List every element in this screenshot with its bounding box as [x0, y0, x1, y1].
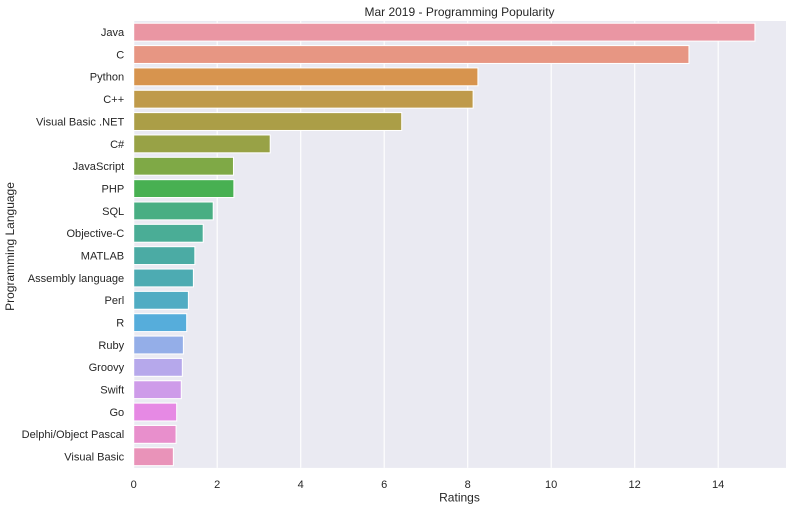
svg-text:Swift: Swift — [100, 385, 124, 397]
svg-text:6: 6 — [381, 479, 387, 491]
svg-text:2: 2 — [214, 479, 220, 491]
svg-text:MATLAB: MATLAB — [81, 250, 124, 262]
svg-text:Assembly language: Assembly language — [28, 273, 124, 285]
svg-text:Ruby: Ruby — [98, 340, 124, 352]
svg-text:Programming Language: Programming Language — [3, 182, 17, 311]
svg-text:C++: C++ — [103, 94, 124, 106]
svg-text:8: 8 — [465, 479, 471, 491]
svg-text:R: R — [116, 318, 124, 330]
svg-text:C: C — [116, 49, 124, 61]
svg-text:Java: Java — [101, 27, 125, 39]
svg-text:PHP: PHP — [101, 183, 124, 195]
svg-text:Delphi/Object Pascal: Delphi/Object Pascal — [22, 429, 125, 441]
svg-text:0: 0 — [131, 479, 137, 491]
svg-text:4: 4 — [298, 479, 304, 491]
svg-text:Perl: Perl — [105, 295, 125, 307]
svg-text:Groovy: Groovy — [89, 362, 125, 374]
svg-text:SQL: SQL — [102, 206, 124, 218]
svg-text:Go: Go — [109, 407, 124, 419]
svg-text:Visual Basic: Visual Basic — [64, 452, 124, 464]
svg-text:14: 14 — [712, 479, 724, 491]
svg-text:Python: Python — [90, 72, 124, 84]
svg-text:C#: C# — [110, 139, 125, 151]
svg-text:Mar 2019 - Programming Popular: Mar 2019 - Programming Popularity — [364, 5, 554, 19]
svg-text:JavaScript: JavaScript — [73, 161, 125, 173]
svg-text:Objective-C: Objective-C — [66, 228, 124, 240]
svg-text:Ratings: Ratings — [439, 491, 480, 505]
svg-text:10: 10 — [545, 479, 557, 491]
svg-text:12: 12 — [629, 479, 641, 491]
svg-text:Visual Basic .NET: Visual Basic .NET — [36, 116, 124, 128]
